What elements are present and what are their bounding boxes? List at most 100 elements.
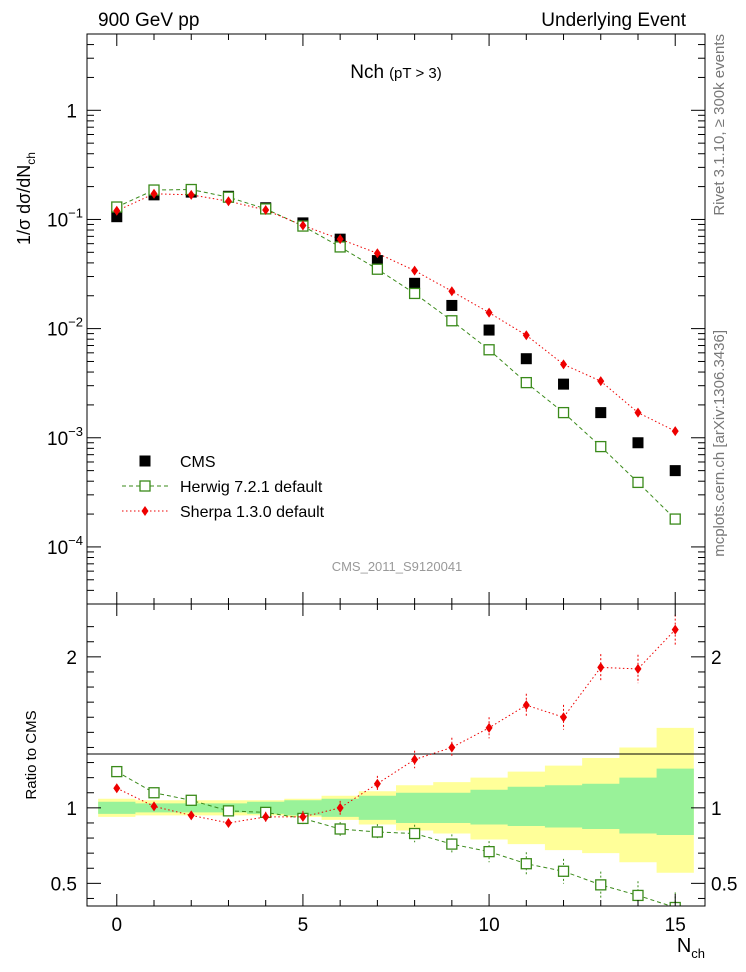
x-tick-label: 0 [111, 915, 122, 936]
x-axis-label: Nch [677, 935, 705, 961]
main-data-point [520, 376, 532, 389]
ratio-data-point [224, 817, 232, 828]
x-tick-label: 10 [479, 915, 500, 936]
main-data-point [299, 220, 307, 231]
ratio-data-point [334, 823, 346, 835]
main-data-point [671, 426, 679, 437]
main-data-point [446, 299, 458, 311]
main-data-point [150, 188, 158, 199]
main-data-point [595, 407, 607, 419]
main-data-point [669, 513, 681, 525]
ratio-data-point [671, 624, 679, 635]
legend-label: CMS [180, 454, 216, 471]
main-data-point [634, 407, 642, 418]
main-data-point [557, 406, 570, 419]
legend-label: Herwig 7.2.1 default [180, 479, 323, 496]
main-data-point [632, 476, 644, 489]
ratio-series-line [116, 771, 673, 906]
header-right: Underlying Event [541, 10, 686, 31]
main-title: Nch (pT > 3) [350, 62, 441, 83]
ratio-panel: 0 5 10 15 0.5 0.5 1 1 2 2 Ratio to CMS Nch [23, 603, 737, 961]
legend: CMS Herwig 7.2.1 default Sherpa 1.3.0 defa… [122, 454, 325, 521]
main-data-point [411, 265, 419, 276]
main-ytick-label: 10−1 [47, 205, 83, 231]
main-data-point [371, 263, 384, 275]
ratio-data-point [262, 811, 270, 822]
ratio-data-point [446, 838, 458, 850]
ratio-frame [86, 603, 706, 907]
main-series-line [116, 193, 676, 432]
ratio-data-point [299, 811, 307, 822]
ratio-data-point [595, 879, 607, 891]
main-data-point [560, 359, 568, 370]
ratio-data-point [373, 778, 381, 789]
main-data-point [597, 376, 605, 387]
main-data-point [262, 205, 270, 216]
legend-marker [139, 455, 151, 467]
ratio-data-point [411, 754, 419, 765]
main-data-point [520, 353, 532, 365]
main-panel: 1 10−1 10−2 10−3 10−4 Nch (pT > 3) CMS_2011_S… [14, 33, 706, 605]
ratio-data-point [150, 801, 158, 812]
main-ytick-label: 10−4 [47, 533, 83, 559]
legend-marker [139, 480, 151, 492]
main-data-point [336, 234, 344, 245]
main-ylabel: 1/σ dσ/dNch [14, 152, 38, 245]
main-data-point [373, 248, 381, 259]
ratio-data-point [408, 827, 421, 840]
mcplots-label: mcplots.cern.ch [arXiv:1306.3436] [711, 330, 728, 557]
ratio-ytick-label: 1 [66, 799, 77, 820]
main-data-point [187, 189, 195, 200]
main-data-point [522, 330, 530, 341]
main-data-point [408, 287, 421, 300]
main-data-point [595, 440, 607, 453]
ratio-data-point [522, 700, 530, 711]
ratio-data-point [336, 802, 344, 813]
main-data-point [224, 196, 232, 207]
main-data-point [113, 205, 121, 216]
legend-label: Sherpa 1.3.0 default [180, 504, 325, 521]
main-data-point [446, 315, 458, 327]
ratio-ytick-label-right: 0.5 [711, 874, 737, 895]
ratio-data-point [483, 845, 495, 858]
ratio-data-point [111, 765, 123, 778]
legend-marker [141, 506, 149, 516]
ratio-data-point [557, 865, 570, 877]
ratio-data-point [597, 662, 605, 673]
ratio-ytick-label-right: 1 [711, 799, 722, 820]
main-data-point [409, 277, 421, 289]
ratio-data-point [185, 794, 197, 806]
main-data-point [558, 378, 570, 390]
main-data-point [632, 437, 644, 449]
ratio-ytick-label: 2 [66, 648, 77, 669]
main-data-point [371, 255, 383, 267]
ratio-data-point [448, 742, 456, 753]
main-ytick-label: 10−2 [47, 315, 83, 341]
main-data-point [485, 307, 493, 318]
x-tick-label: 5 [298, 915, 309, 936]
ratio-data-point [222, 805, 235, 817]
main-ytick-label: 1 [66, 101, 77, 122]
ratio-data-point [485, 722, 493, 733]
ratio-data-point [632, 889, 644, 902]
main-data-point [483, 324, 495, 336]
ratio-data-point [520, 858, 532, 870]
watermark: CMS_2011_S9120041 [332, 559, 463, 574]
main-data-point [669, 465, 681, 477]
ratio-ytick-label-right: 2 [711, 648, 722, 669]
ratio-data-point [634, 663, 642, 674]
ratio-data-point [113, 783, 121, 794]
main-series-line [116, 189, 676, 520]
main-data-point [448, 286, 456, 297]
ratio-ylabel: Ratio to CMS [23, 710, 40, 799]
ratio-data-point [560, 712, 568, 723]
ratio-data-point [371, 826, 384, 838]
main-data-point [483, 344, 495, 356]
ratio-data-point [148, 787, 160, 799]
ratio-band-inner [98, 768, 694, 836]
ratio-ytick-label: 0.5 [51, 874, 77, 895]
main-data-point [111, 211, 123, 223]
x-tick-label: 15 [665, 915, 686, 936]
main-ytick-label: 10−3 [47, 424, 83, 450]
